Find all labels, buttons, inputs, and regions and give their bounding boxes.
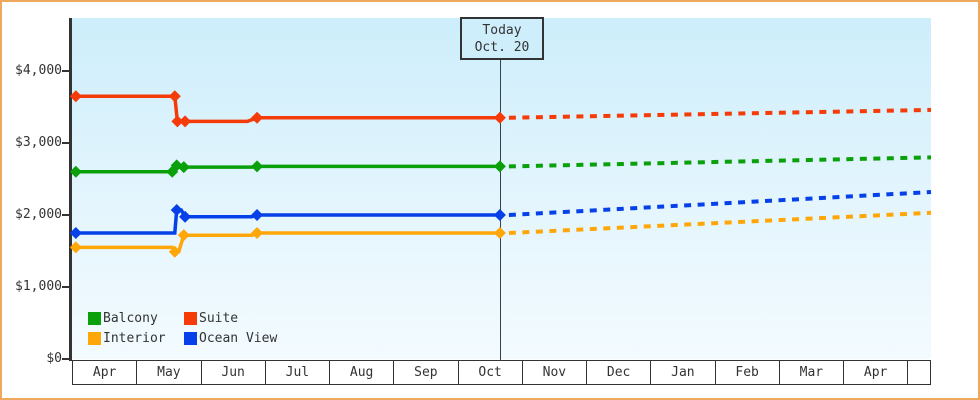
y-axis-tick xyxy=(62,214,70,216)
legend-item-suite: Suite xyxy=(184,311,277,326)
series-marker-ocean-view xyxy=(493,209,506,221)
x-axis-month-cell: Sep xyxy=(394,361,459,384)
legend-swatch-icon xyxy=(184,332,197,345)
series-projection-balcony xyxy=(508,155,932,169)
x-axis-month-cell: Nov xyxy=(522,361,587,384)
x-axis-month-cell: May xyxy=(137,361,202,384)
x-axis-month-cell: Aug xyxy=(330,361,395,384)
x-axis-month-cell: Jul xyxy=(265,361,330,384)
series-marker-ocean-view xyxy=(179,210,192,223)
x-axis-month-cell: Oct xyxy=(458,361,523,384)
today-marker-label: Today Oct. 20 xyxy=(460,17,544,60)
legend-label: Ocean View xyxy=(199,331,278,346)
y-axis-tick-label: $4,000 xyxy=(15,63,62,78)
series-marker-suite xyxy=(179,115,192,128)
series-marker-ocean-view xyxy=(69,227,82,239)
series-marker-interior xyxy=(168,245,181,258)
series-line-suite xyxy=(72,94,500,124)
x-axis-month-cell: Jun xyxy=(201,361,266,384)
series-marker-ocean-view xyxy=(170,203,183,216)
series-marker-suite xyxy=(493,111,506,124)
x-axis-month-cell: Apr xyxy=(844,361,909,384)
series-line-interior xyxy=(72,231,500,254)
legend-label: Balcony xyxy=(103,311,158,326)
series-projection-suite xyxy=(508,107,932,120)
y-axis-tick xyxy=(62,70,70,72)
plot-area xyxy=(72,18,931,359)
series-marker-suite xyxy=(171,115,184,128)
legend-label: Suite xyxy=(199,311,239,326)
x-axis-month-cell: Dec xyxy=(587,361,652,384)
series-marker-interior xyxy=(493,227,506,239)
series-marker-suite xyxy=(251,111,264,124)
series-marker-balcony xyxy=(69,165,82,178)
series-marker-balcony xyxy=(493,160,506,173)
y-axis-tick xyxy=(62,286,70,288)
legend-label: Interior xyxy=(103,331,166,346)
legend-item-interior: Interior xyxy=(88,331,184,346)
series-marker-suite xyxy=(69,90,82,103)
x-axis-month-band: Apr May Jun Jul Aug Sep Oct Nov Dec Jan Feb Mar Apr xyxy=(72,360,931,385)
series-marker-suite xyxy=(168,90,181,103)
series-marker-balcony xyxy=(251,160,264,173)
today-vertical-line xyxy=(500,58,501,360)
legend-swatch-icon xyxy=(88,312,101,325)
chart-legend: Balcony Suite Interior Ocean View xyxy=(88,311,277,346)
today-label-line1: Today xyxy=(482,22,522,38)
y-axis-tick-label: $3,000 xyxy=(15,135,62,150)
series-projection-ocean-view xyxy=(508,190,932,217)
legend-item-ocean-view: Ocean View xyxy=(184,331,277,346)
series-line-ocean-view xyxy=(72,208,500,235)
series-marker-interior xyxy=(69,241,82,254)
x-axis-month-cell: Feb xyxy=(715,361,780,384)
today-label-line2: Oct. 20 xyxy=(474,39,530,55)
x-axis-partial-cell xyxy=(908,361,930,384)
x-axis-month-cell: Apr xyxy=(73,361,138,384)
series-marker-ocean-view xyxy=(251,209,264,221)
x-axis-month-cell: Mar xyxy=(779,361,844,384)
x-axis-month-cell: Jan xyxy=(651,361,716,384)
series-line-balcony xyxy=(72,163,500,174)
series-projection-interior xyxy=(508,210,932,235)
series-marker-interior xyxy=(177,229,190,242)
series-marker-interior xyxy=(251,227,264,239)
y-axis-tick-label: $0 xyxy=(46,351,62,366)
y-axis-tick xyxy=(62,358,70,360)
legend-swatch-icon xyxy=(184,312,197,325)
y-axis-tick-label: $2,000 xyxy=(15,207,62,222)
y-axis-tick-label: $1,000 xyxy=(15,279,62,294)
y-axis-line xyxy=(69,18,72,361)
y-axis-tick xyxy=(62,142,70,144)
legend-item-balcony: Balcony xyxy=(88,311,184,326)
series-marker-balcony xyxy=(177,161,190,174)
legend-swatch-icon xyxy=(88,332,101,345)
